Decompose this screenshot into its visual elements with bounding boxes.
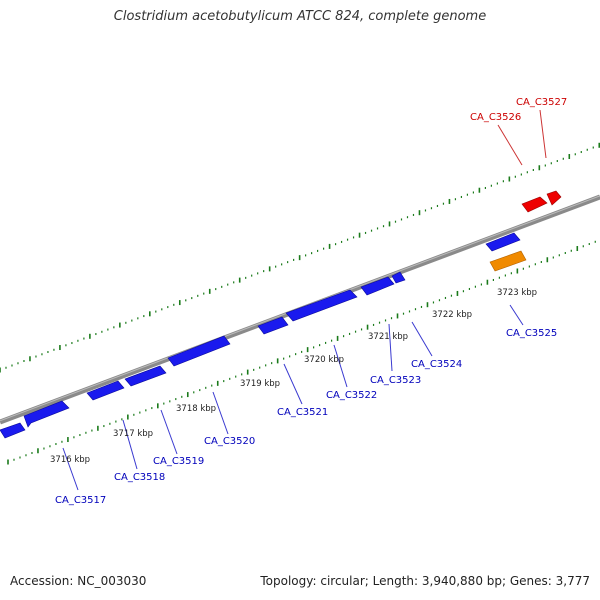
gene-label[interactable]: CA_C3524 — [411, 359, 462, 370]
genome-summary-text: Topology: circular; Length: 3,940,880 bp… — [260, 574, 590, 588]
gene-arrow-forward[interactable] — [546, 190, 562, 206]
label-connector-line — [539, 109, 547, 159]
label-connector-line — [509, 304, 524, 326]
forward-tick-track — [0, 142, 600, 373]
gene-arrow-reverse[interactable] — [124, 365, 167, 387]
gene-arrow-reverse[interactable] — [257, 316, 289, 335]
label-connector-line — [283, 363, 303, 405]
kbp-label: 3721 kbp — [368, 332, 408, 342]
kbp-label: 3720 kbp — [304, 355, 344, 365]
kbp-label: 3722 kbp — [432, 310, 472, 320]
gene-label[interactable]: CA_C3526 — [470, 112, 521, 123]
gene-label[interactable]: CA_C3525 — [506, 328, 557, 339]
gene-arrow-reverse[interactable] — [285, 289, 358, 322]
label-connector-line — [497, 124, 523, 166]
label-connector-line — [388, 323, 393, 372]
kbp-label: 3719 kbp — [240, 379, 280, 389]
gene-arrow-reverse[interactable] — [485, 232, 521, 252]
label-connectors — [62, 109, 547, 491]
label-connector-line — [122, 419, 138, 470]
gene-labels: CA_C3517 CA_C3518 CA_C3519 CA_C3520 CA_C… — [55, 97, 567, 506]
gene-arrow-reverse[interactable] — [167, 335, 231, 367]
gene-arrow-reverse[interactable] — [391, 271, 406, 284]
forward-gene-track — [521, 190, 562, 213]
gene-label[interactable]: CA_C3520 — [204, 436, 255, 447]
label-connector-line — [333, 344, 348, 388]
gene-label[interactable]: CA_C3517 — [55, 495, 106, 506]
label-connector-line — [160, 409, 178, 455]
accession-text: Accession: NC_003030 — [10, 574, 147, 588]
kbp-label: 3716 kbp — [50, 455, 90, 465]
gene-label[interactable]: CA_C3519 — [153, 456, 204, 467]
gene-arrow-reverse[interactable] — [360, 276, 395, 296]
gene-rna[interactable] — [489, 250, 527, 272]
label-connector-line — [411, 321, 433, 357]
gene-label[interactable]: CA_C3521 — [277, 407, 328, 418]
label-connector-line — [62, 447, 79, 491]
gene-label[interactable]: CA_C3523 — [370, 375, 421, 386]
gene-arrow-reverse[interactable] — [0, 422, 26, 439]
kbp-label: 3717 kbp — [113, 429, 153, 439]
reverse-tick-track — [7, 240, 596, 465]
gene-arrow-reverse[interactable] — [23, 400, 70, 428]
page-title: Clostridium acetobutylicum ATCC 824, com… — [113, 9, 487, 24]
label-connector-line — [212, 391, 229, 435]
gene-label[interactable]: CA_C3518 — [114, 472, 165, 483]
reverse-gene-track — [0, 232, 521, 439]
kbp-label: 3723 kbp — [497, 288, 537, 298]
gene-label[interactable]: CA_C3522 — [326, 390, 377, 401]
kbp-label: 3718 kbp — [176, 404, 216, 414]
kbp-labels: 3716 kbp 3717 kbp 3718 kbp 3719 kbp 3720… — [50, 288, 537, 465]
gene-arrow-reverse[interactable] — [86, 380, 125, 401]
gene-arrow-forward[interactable] — [521, 196, 548, 213]
gene-label[interactable]: CA_C3527 — [516, 97, 567, 108]
